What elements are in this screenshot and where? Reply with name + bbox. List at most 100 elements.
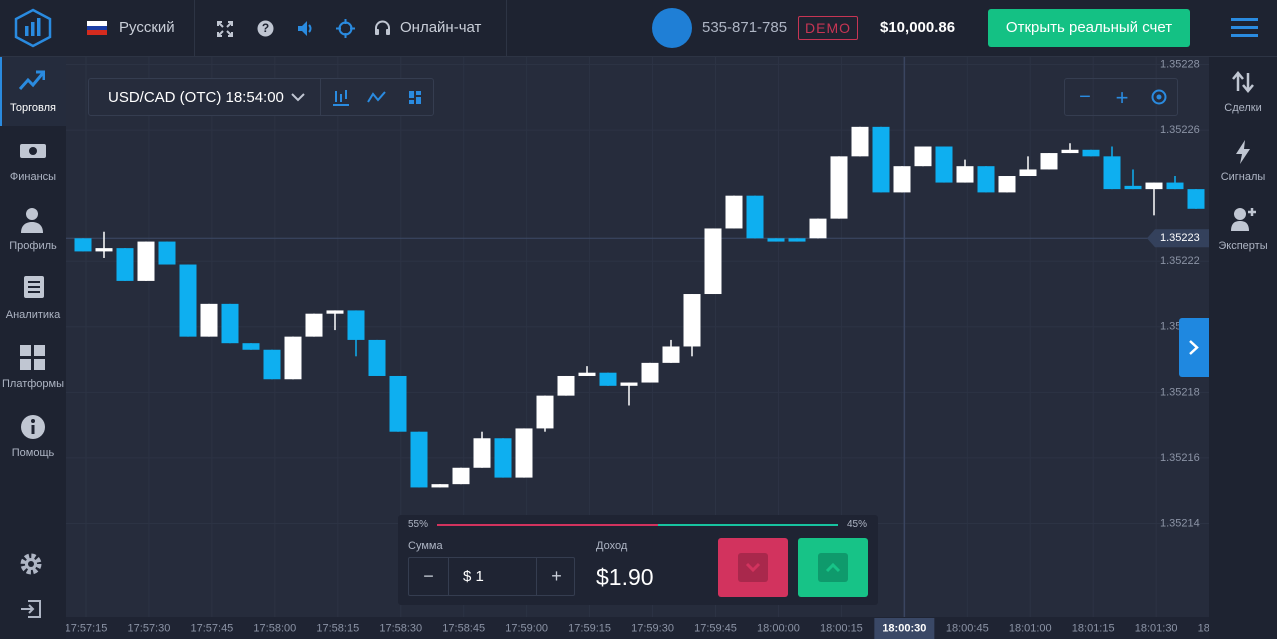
asset-name[interactable]: USD/CAD (OTC) 18:54:00 <box>108 89 284 106</box>
candle-body <box>704 228 722 295</box>
candle-body <box>368 339 386 376</box>
x-tick-label: 18:00:00 <box>757 622 800 634</box>
candle-body <box>683 294 701 347</box>
price-tag-label: 1.35223 <box>1160 232 1200 244</box>
candle-body <box>1019 169 1037 177</box>
candle-body <box>1040 153 1058 170</box>
chat-link[interactable]: Онлайн-чат <box>400 19 482 36</box>
drawings-icon[interactable] <box>409 91 422 104</box>
x-tick-label: 18:01:00 <box>1009 622 1052 634</box>
language[interactable]: Русский <box>119 19 175 36</box>
zoom-out[interactable]: − <box>1079 86 1091 108</box>
x-tick-label: 17:58:45 <box>442 622 485 634</box>
nav-item[interactable]: Платформы <box>2 378 64 390</box>
expand-panel-button[interactable] <box>1179 318 1209 377</box>
candle-body <box>1145 182 1163 190</box>
crosshair-time-bg <box>874 618 935 639</box>
amount-value[interactable]: $ 1 <box>463 568 484 585</box>
right-sidebar: Сделки Сигналы Эксперты <box>1209 57 1277 639</box>
zoom-in[interactable]: + <box>1115 85 1129 110</box>
x-tick-label: 17:57:30 <box>128 622 171 634</box>
candle-body <box>1061 149 1079 154</box>
zoom-reset[interactable] <box>1151 89 1167 105</box>
flag[interactable] <box>87 21 107 35</box>
balance[interactable]: $10,000.86 <box>880 19 956 36</box>
candle-body <box>1187 189 1205 209</box>
candles-type-icon[interactable] <box>332 88 349 106</box>
help-icon[interactable]: ? <box>257 20 274 37</box>
asset-selector: USD/CAD (OTC) 18:54:00 <box>88 78 434 116</box>
candle-body <box>788 238 806 242</box>
fullscreen-icon[interactable] <box>216 20 234 38</box>
menu-button[interactable] <box>1231 17 1258 39</box>
candle-body <box>74 238 92 252</box>
nav-item[interactable]: Финансы <box>9 171 57 183</box>
candle-body <box>515 428 533 478</box>
x-tick-label: 17:59:00 <box>505 622 548 634</box>
y-tick-label: 1.35218 <box>1160 386 1200 398</box>
x-tick-label: 18:00:15 <box>820 622 863 634</box>
nav-item[interactable]: Торговля <box>10 102 56 114</box>
avatar[interactable] <box>652 8 692 48</box>
nav-item[interactable]: Сделки <box>1224 102 1262 114</box>
nav-item[interactable]: Аналитика <box>5 309 61 321</box>
candle-body <box>1166 182 1184 190</box>
sound-icon[interactable] <box>297 20 315 37</box>
candle-body <box>1082 149 1100 157</box>
x-tick-label: 18:00:30 <box>882 622 926 634</box>
payout-value: $1.90 <box>596 564 654 590</box>
nav-item[interactable]: Профиль <box>9 240 57 252</box>
x-tick-label: 17:59:45 <box>694 622 737 634</box>
amount-increase[interactable]: + <box>536 558 576 595</box>
experts-icon[interactable] <box>1231 207 1257 231</box>
logo[interactable] <box>13 8 53 48</box>
candle-body <box>956 166 974 183</box>
candle-body <box>431 484 449 488</box>
candle-body <box>557 375 575 396</box>
x-tick-label: 17:59:30 <box>631 622 674 634</box>
headset-icon[interactable] <box>374 20 391 37</box>
settings-icon[interactable] <box>19 552 43 576</box>
x-tick-label: 17:58:00 <box>253 622 296 634</box>
open-real-account-button[interactable]: Открыть реальный счет <box>988 9 1190 47</box>
call-button[interactable] <box>798 538 868 597</box>
nav-item[interactable]: Сигналы <box>1220 171 1266 183</box>
y-tick-label: 1.35216 <box>1160 452 1200 464</box>
nav-item[interactable]: Эксперты <box>1218 240 1268 252</box>
deals-icon[interactable] <box>1232 71 1254 93</box>
x-tick-label: 18:01:45 <box>1198 622 1241 634</box>
finance-icon[interactable] <box>19 143 47 159</box>
price-tag <box>1147 229 1209 248</box>
y-tick-label: 1.35228 <box>1160 58 1200 70</box>
logout-icon[interactable] <box>20 599 42 619</box>
candle-body <box>452 467 470 485</box>
signals-icon[interactable] <box>1235 140 1251 164</box>
indicators-icon[interactable] <box>367 90 387 104</box>
amount-input: − $ 1 + <box>408 557 575 596</box>
amount-decrease[interactable]: − <box>409 558 449 595</box>
x-tick-label: 17:57:15 <box>65 622 108 634</box>
nav-item[interactable]: Помощь <box>11 447 55 459</box>
put-button[interactable] <box>718 538 788 597</box>
candle-body <box>599 372 617 386</box>
candle-body <box>137 241 155 281</box>
candle-body <box>1103 156 1121 190</box>
target-icon[interactable] <box>336 19 355 38</box>
candle-body <box>158 241 176 265</box>
candle-body <box>326 310 344 314</box>
account-mode[interactable]: DEMO <box>798 16 858 40</box>
x-tick-label: 18:01:15 <box>1072 622 1115 634</box>
candle-body <box>914 146 932 167</box>
profile-icon[interactable] <box>21 207 43 233</box>
candle-body <box>746 195 764 239</box>
trade-icon[interactable] <box>19 69 45 91</box>
analytics-icon[interactable] <box>20 275 46 301</box>
x-tick-label: 17:58:30 <box>379 622 422 634</box>
account-id: 535-871-785 <box>702 19 788 36</box>
help-nav-icon[interactable] <box>20 414 46 440</box>
candle-body <box>851 126 869 157</box>
sentiment-segment <box>437 524 658 526</box>
platforms-icon[interactable] <box>20 345 46 371</box>
candle-body <box>767 238 785 242</box>
chevron-icon[interactable] <box>291 92 305 102</box>
